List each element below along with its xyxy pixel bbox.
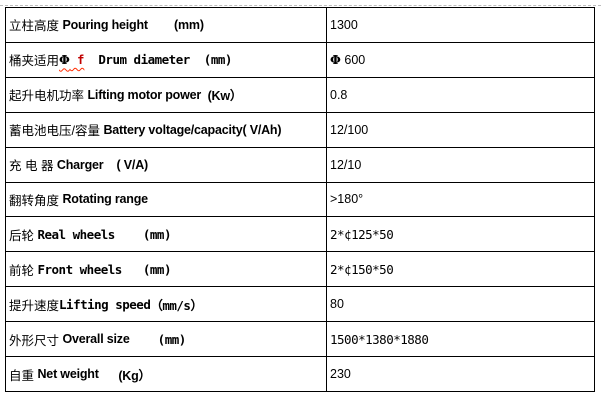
- spec-label-chinese: 桶夹适用: [9, 54, 60, 69]
- table-row: 蓄电池电压/容量 Battery voltage/capacity( V/Ah)…: [6, 112, 594, 148]
- table-row: 自重 Net weight (Kg） 230: [6, 357, 594, 391]
- table-row: 翻转角度 Rotating range >180°: [6, 182, 594, 218]
- spec-label-english: Overall size: [62, 332, 130, 347]
- spec-value-text: 600: [340, 52, 366, 67]
- spec-label-chinese: 蓄电池电压/容量: [9, 124, 104, 139]
- spec-label-unit: (mm): [147, 17, 204, 32]
- table-row: 后轮 Real wheels (mm) 2*¢125*50: [6, 217, 594, 253]
- spec-label-chinese: 立柱高度: [9, 19, 63, 34]
- spec-value-cell: 12/100: [330, 122, 369, 137]
- table-row: 提升速度 Lifting speed （mm/s） 80: [6, 287, 594, 323]
- spec-label-chinese: 前轮: [9, 263, 38, 278]
- spec-label-cell: 立柱高度 Pouring height (mm): [6, 8, 327, 42]
- spec-label-unit: (Kg）: [98, 368, 151, 383]
- spec-value-cell: 2*¢150*50: [330, 261, 394, 277]
- spec-label-english: Real wheels: [37, 226, 115, 242]
- spec-label-cell: 后轮 Real wheels (mm): [6, 217, 327, 252]
- spec-label-english: Battery voltage/capacity( V/Ah): [103, 122, 282, 137]
- phi-symbol: Φ: [59, 52, 70, 68]
- spec-label-english: Rotating range: [62, 192, 148, 207]
- spec-label-english: Charger: [56, 157, 104, 172]
- spec-label-english: Pouring height: [62, 17, 148, 32]
- spec-label-unit: (mm): [114, 226, 172, 242]
- spec-label-cell: 起升电机功率 Lifting motor power (Kw）: [6, 77, 327, 112]
- phi-f-misspelled-text: f: [69, 52, 85, 67]
- spec-label-cell: 蓄电池电压/容量 Battery voltage/capacity( V/Ah): [6, 112, 327, 147]
- spec-label-unit: (mm): [129, 331, 187, 347]
- spec-label-unit: （mm/s）: [150, 297, 203, 313]
- spec-value-cell: 230: [330, 367, 351, 382]
- spec-label-english: Lifting motor power: [87, 87, 202, 102]
- spec-label-cell: 外形尺寸 Overall size (mm): [6, 322, 327, 357]
- table-row: 桶夹适用 Φ f Drum diameter (mm) Φ 600: [6, 42, 594, 78]
- spec-label-cell: 翻转角度 Rotating range: [6, 182, 327, 217]
- spec-label-cell: 前轮 Front wheels (mm): [6, 252, 327, 287]
- spec-label-chinese: 充 电 器: [9, 159, 57, 174]
- spec-label-chinese: 提升速度: [9, 298, 60, 313]
- table-row: 充 电 器 Charger ( V/A) 12/10: [6, 147, 594, 183]
- table-row: 立柱高度 Pouring height (mm) 1300: [6, 8, 594, 43]
- spec-label-english: Lifting speed: [59, 296, 151, 312]
- table-row: 外形尺寸 Overall size (mm) 1500*1380*1880: [6, 322, 594, 358]
- spec-label-chinese: 起升电机功率: [9, 89, 88, 104]
- spec-value-cell: 80: [330, 297, 344, 312]
- spec-label-chinese: 自重: [9, 368, 38, 383]
- spec-label-english: Front wheels: [37, 261, 122, 277]
- spec-value-cell: >180°: [330, 192, 364, 207]
- table-row: 前轮 Front wheels (mm) 2*¢150*50: [6, 252, 594, 288]
- spec-value-cell: Φ 600: [327, 43, 594, 77]
- spec-value-cell: 2*¢125*50: [330, 226, 394, 242]
- spec-table: 立柱高度 Pouring height (mm) 1300 桶夹适用 Φ f Drum…: [5, 7, 595, 392]
- table-row: 起升电机功率 Lifting motor power (Kw） 0.8: [6, 77, 594, 113]
- top-dashed-divider: [0, 5, 601, 6]
- spec-label-english: Drum diameter: [84, 52, 190, 68]
- spec-label-unit: ( V/A): [103, 157, 149, 172]
- spec-label-chinese: 翻转角度: [9, 193, 63, 208]
- spec-label-unit: (mm): [121, 261, 172, 277]
- spec-value-cell: 0.8: [330, 87, 348, 102]
- spec-label-cell: 桶夹适用 Φ f Drum diameter (mm): [6, 42, 327, 77]
- spec-value-cell: 1300: [330, 17, 358, 32]
- spec-label-unit: (mm): [189, 52, 233, 68]
- spec-value-cell: 1500*1380*1880: [330, 331, 429, 347]
- spec-label-cell: 充 电 器 Charger ( V/A): [6, 147, 327, 182]
- spec-label-english: Net weight: [37, 367, 99, 382]
- spec-label-chinese: 外形尺寸: [9, 333, 63, 348]
- spec-label-unit: (Kw）: [201, 89, 243, 104]
- phi-symbol: Φ: [330, 52, 341, 68]
- spec-label-cell: 自重 Net weight (Kg）: [6, 357, 327, 391]
- spec-label-cell: 提升速度 Lifting speed （mm/s）: [6, 287, 327, 322]
- spec-label-chinese: 后轮: [9, 228, 38, 243]
- spec-value-cell: 12/10: [330, 157, 362, 172]
